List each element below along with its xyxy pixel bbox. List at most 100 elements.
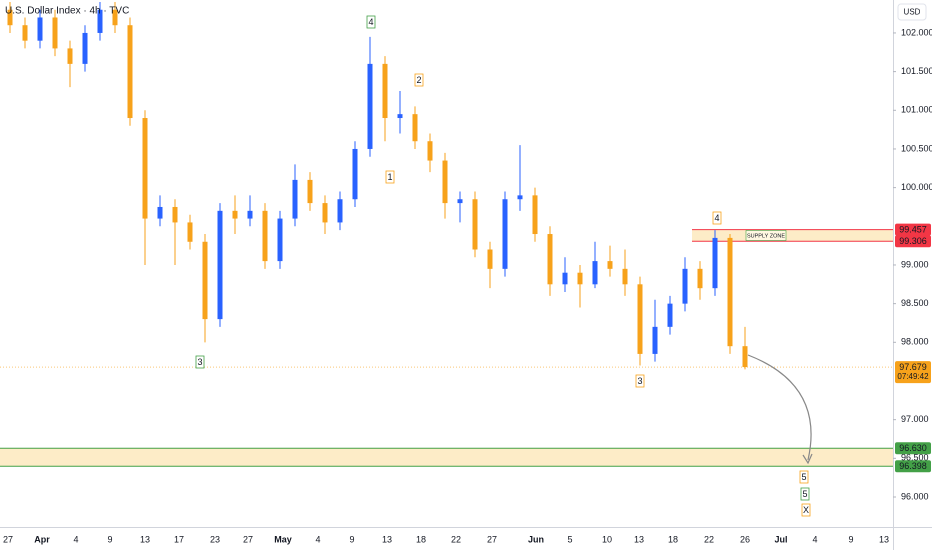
zone-top-tag: 96.630	[899, 443, 927, 453]
candle-body	[697, 268, 703, 289]
candle-body	[352, 148, 358, 200]
zone-top-tag: 99.457	[899, 225, 927, 235]
candle-body	[307, 179, 313, 204]
candle-body	[427, 141, 433, 161]
x-tick-label: 27	[243, 534, 253, 544]
wave-label: 1	[387, 172, 392, 182]
candle-body	[367, 63, 373, 149]
candle-body	[607, 261, 613, 269]
wave-label-box	[366, 15, 376, 29]
zone-bottom-tag: 96.398	[899, 461, 927, 471]
candle-body	[682, 268, 688, 304]
candle-body	[7, 9, 13, 26]
candle-body	[577, 272, 583, 285]
candle-body	[547, 234, 553, 285]
candle-body	[442, 160, 448, 204]
candle-body	[37, 17, 43, 41]
x-tick-label: 18	[416, 534, 426, 544]
y-tick-label: 98.500	[901, 298, 929, 308]
x-tick-label: 4	[73, 534, 78, 544]
candle-body	[67, 48, 73, 64]
wave-label-box	[801, 503, 811, 517]
currency-box[interactable]	[897, 3, 927, 21]
candles	[7, 2, 748, 370]
candle-body	[622, 268, 628, 285]
wave-label: 5	[802, 489, 807, 499]
last-price-box	[895, 361, 931, 384]
wave-label-box	[195, 355, 205, 369]
y-tick-label: 98.000	[901, 337, 929, 347]
zone-bottom-tag-box	[895, 235, 931, 248]
candle-body	[22, 25, 28, 41]
wave-label: 3	[637, 376, 642, 386]
candle-body	[667, 303, 673, 327]
candle-body	[232, 210, 238, 219]
candle-body	[727, 237, 733, 347]
zone-bottom-tag-box	[895, 460, 931, 473]
projection-arrow	[747, 354, 812, 461]
x-tick-label: 10	[602, 534, 612, 544]
candle-body	[742, 346, 748, 368]
candle-body	[292, 179, 298, 219]
wave-label: 3	[197, 357, 202, 367]
zone-top-tag-box	[895, 223, 931, 236]
candle-body	[82, 32, 88, 64]
candle-body	[322, 203, 328, 223]
candle-body	[337, 199, 343, 223]
zone	[0, 448, 893, 467]
x-tick-label: 23	[210, 534, 220, 544]
candle-body	[217, 210, 223, 320]
candle-body	[127, 25, 133, 119]
y-tick-label: 99.000	[901, 259, 929, 269]
x-tick-label: 27	[3, 534, 13, 544]
x-tick-label: Jun	[528, 534, 544, 544]
x-tick-label: 18	[668, 534, 678, 544]
zone-top-tag-box	[895, 442, 931, 455]
candle-body	[172, 206, 178, 223]
x-tick-label: Apr	[34, 534, 50, 544]
candle-body	[262, 210, 268, 262]
zone	[692, 229, 893, 242]
x-tick-label: 27	[487, 534, 497, 544]
candle-body	[517, 195, 523, 200]
wave-label-box	[635, 374, 645, 388]
y-tick-label: 97.000	[901, 414, 929, 424]
candle-body	[412, 114, 418, 142]
candle-body	[247, 210, 253, 219]
wave-label-box	[799, 470, 809, 484]
y-tick-label: 102.000	[901, 27, 932, 37]
wave-label: 4	[714, 213, 719, 223]
wave-label: X	[803, 505, 809, 515]
wave-label: 4	[368, 17, 373, 27]
wave-label: 5	[801, 472, 806, 482]
x-tick-label: 4	[812, 534, 817, 544]
x-tick-label: 4	[315, 534, 320, 544]
y-tick-label: 96.000	[901, 491, 929, 501]
arrow-head	[802, 453, 813, 465]
zone-label: SUPPLY ZONE	[747, 233, 785, 239]
candle-body	[502, 199, 508, 269]
zones: SUPPLY ZONE	[0, 229, 893, 467]
wave-label: 2	[416, 75, 421, 85]
x-tick-label: 5	[567, 534, 572, 544]
x-tick-label: 17	[174, 534, 184, 544]
y-tick-label: 100.000	[901, 182, 932, 192]
candle-body	[187, 222, 193, 242]
countdown: 07:49:42	[897, 372, 929, 381]
y-tick-label: 101.500	[901, 66, 932, 76]
currency: USD	[904, 8, 921, 17]
y-tick-label: 101.000	[901, 105, 932, 115]
candle-body	[202, 241, 208, 320]
candle-body	[592, 261, 598, 285]
candle-body	[532, 195, 538, 235]
candle-body	[562, 272, 568, 285]
zone-label-box	[745, 230, 787, 241]
candle-body	[652, 326, 658, 354]
y-tick-label: 96.500	[901, 453, 929, 463]
candle-body	[397, 114, 403, 119]
x-tick-label: 13	[879, 534, 889, 544]
wave-label-box	[712, 211, 722, 225]
